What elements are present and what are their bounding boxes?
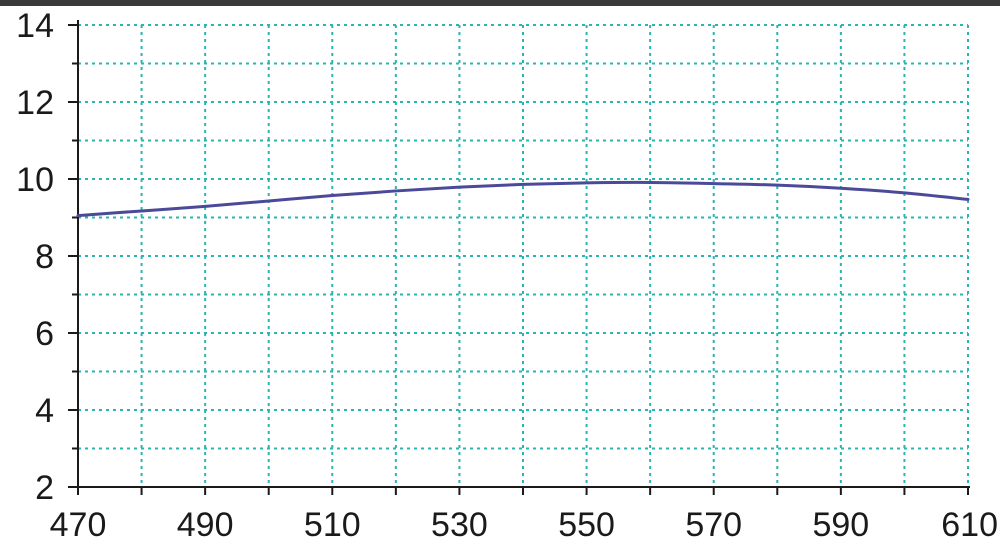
x-tick-label: 470 bbox=[50, 506, 107, 544]
x-tick-label: 570 bbox=[685, 506, 742, 544]
y-tick-label: 12 bbox=[16, 84, 54, 122]
x-tick-label: 590 bbox=[812, 506, 869, 544]
y-tick-label: 14 bbox=[16, 7, 54, 45]
x-tick-label: 530 bbox=[431, 506, 488, 544]
y-tick-label: 2 bbox=[35, 469, 54, 507]
y-tick-label: 6 bbox=[35, 315, 54, 353]
x-tick-label: 510 bbox=[304, 506, 361, 544]
y-tick-label: 4 bbox=[35, 392, 54, 430]
y-tick-label: 8 bbox=[35, 238, 54, 276]
x-tick-label: 550 bbox=[558, 506, 615, 544]
y-tick-label: 10 bbox=[16, 161, 54, 199]
series-line bbox=[76, 180, 970, 218]
x-tick-label: 610 bbox=[941, 506, 998, 544]
x-tick-label: 490 bbox=[177, 506, 234, 544]
top-border bbox=[0, 0, 1000, 6]
